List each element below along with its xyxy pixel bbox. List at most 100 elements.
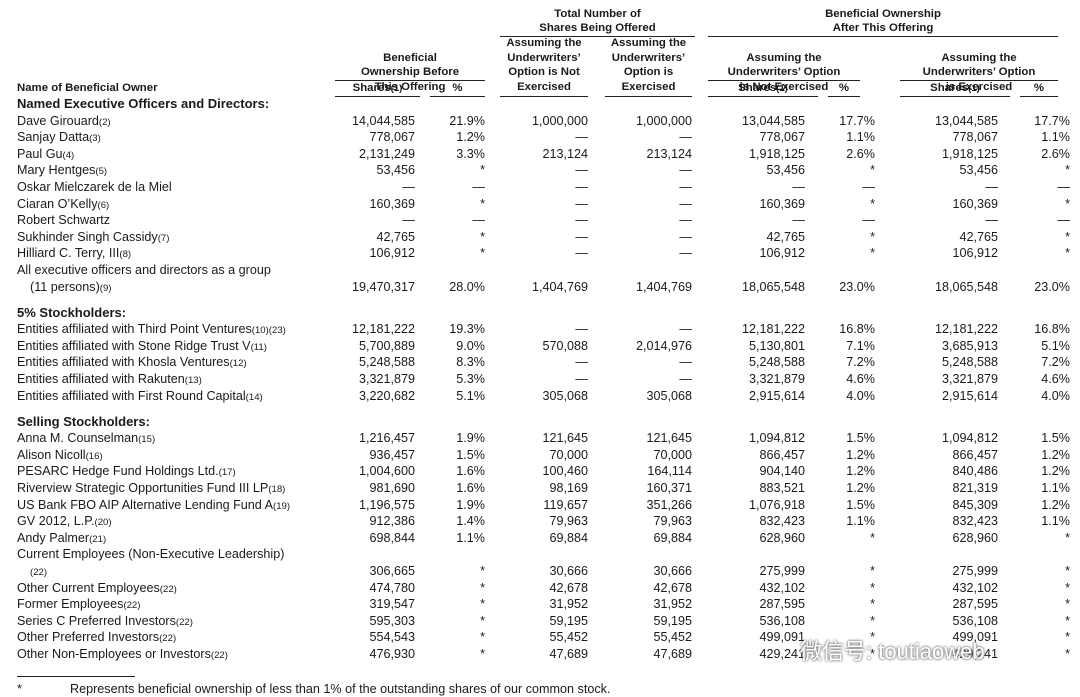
owner-name-text: GV 2012, L.P. xyxy=(17,514,95,529)
cell: * xyxy=(1065,564,1070,578)
group-header-line: Total Number of xyxy=(554,8,641,20)
owner-name-text: Ciaran O’Kelly xyxy=(17,196,98,211)
cell: 845,309 xyxy=(952,497,998,512)
cell: 5,248,588 xyxy=(748,355,805,370)
cell: 912,386 xyxy=(369,514,415,529)
subheader-line: Option is xyxy=(623,66,674,79)
cell: 536,108 xyxy=(759,613,805,628)
owner-name-text: Other Non-Employees or Investors xyxy=(17,647,211,661)
cell: * xyxy=(870,246,875,261)
cell: 16.8% xyxy=(839,322,875,337)
cell: 628,960 xyxy=(759,530,805,545)
owner-name: All executive officers and directors as … xyxy=(17,262,271,278)
subheader-line: Exercised xyxy=(621,80,676,93)
rule xyxy=(828,96,860,97)
cell: * xyxy=(870,630,875,645)
footnote-ref: (22) xyxy=(123,600,141,612)
cell: 866,457 xyxy=(759,447,805,462)
owner-name-text: Hilliard C. Terry, III xyxy=(17,246,120,261)
cell: — xyxy=(575,322,588,337)
cell: 1.9% xyxy=(456,497,485,512)
cell: 474,780 xyxy=(369,580,415,595)
cell: 70,000 xyxy=(653,447,692,462)
cell: 570,088 xyxy=(542,338,588,353)
owner-name: Riverview Strategic Opportunities Fund I… xyxy=(17,480,285,498)
footnote-ref: (22) xyxy=(175,616,193,628)
cell: 13,044,585 xyxy=(741,113,805,128)
cell: 121,645 xyxy=(542,431,588,446)
cell: 69,884 xyxy=(653,530,692,545)
owner-name-text: Entities affiliated with First Round Cap… xyxy=(17,388,246,403)
owner-name-text: Other Current Employees xyxy=(17,580,160,595)
cell: 5.1% xyxy=(456,388,485,403)
cell: 499,091 xyxy=(759,630,805,645)
cell: 429,241 xyxy=(759,647,805,661)
owner-name: Alison Nicoll(16) xyxy=(17,447,103,465)
column-label: % xyxy=(430,81,485,95)
footnote-mark: * xyxy=(17,682,22,696)
cell: 18,065,548 xyxy=(741,279,805,294)
cell: 1.2% xyxy=(1041,464,1070,479)
footnote-ref: (22) xyxy=(159,583,177,595)
cell: — xyxy=(402,180,415,194)
cell: 1.2% xyxy=(1041,447,1070,462)
cell: 5,130,801 xyxy=(748,338,805,353)
cell: 160,369 xyxy=(952,196,998,211)
cell: 778,067 xyxy=(952,130,998,145)
owner-name: Oskar Mielczarek de la Miel xyxy=(17,179,172,195)
owner-name: Ciaran O’Kelly(6) xyxy=(17,196,109,214)
subheader-line: Assuming the xyxy=(506,37,582,50)
cell: 1.6% xyxy=(456,464,485,479)
group-header: Beneficial Ownership After This Offering xyxy=(708,7,1058,36)
cell: 305,068 xyxy=(542,388,588,403)
cell: * xyxy=(480,163,485,178)
section-title: Named Executive Officers and Directors: xyxy=(17,96,270,111)
cell: — xyxy=(679,130,692,145)
footnote-ref: (17) xyxy=(218,467,236,479)
subheader-line: Option is Not xyxy=(508,66,580,79)
footnote-ref: (20) xyxy=(94,517,112,529)
cell: * xyxy=(1065,580,1070,595)
cell: 213,124 xyxy=(646,146,692,161)
cell: 1.1% xyxy=(456,530,485,545)
cell: — xyxy=(575,246,588,261)
column-label: % xyxy=(1020,81,1058,95)
cell: 12,181,222 xyxy=(351,322,415,337)
cell: 4.6% xyxy=(1041,372,1070,386)
owner-name: GV 2012, L.P.(20) xyxy=(17,513,112,531)
owner-name-text: Sukhinder Singh Cassidy xyxy=(17,229,158,244)
owner-name: Mary Hentges(5) xyxy=(17,162,107,180)
cell: 4.0% xyxy=(846,388,875,403)
owner-name: Entities affiliated with Stone Ridge Tru… xyxy=(17,338,267,356)
cell: 883,521 xyxy=(759,481,805,495)
owner-name: Robert Schwartz xyxy=(17,212,110,228)
cell: 1,918,125 xyxy=(748,146,805,161)
cell: 53,456 xyxy=(766,163,805,178)
column-label-text: Shares xyxy=(930,82,969,94)
cell: — xyxy=(575,163,588,178)
cell: 14,044,585 xyxy=(351,113,415,128)
cell: 5,248,588 xyxy=(941,355,998,370)
column-label-text: % xyxy=(452,82,463,94)
section-title: Selling Stockholders: xyxy=(17,413,150,429)
owner-name-text: Paul Gu xyxy=(17,146,63,161)
cell: * xyxy=(1065,246,1070,261)
owner-name-text: Anna M. Counselman xyxy=(17,431,139,446)
cell: — xyxy=(679,196,692,211)
owner-name: Paul Gu(4) xyxy=(17,146,74,164)
cell: 275,999 xyxy=(759,564,805,578)
cell: 17.7% xyxy=(839,113,875,128)
cell: — xyxy=(575,196,588,211)
footnote-ref: (11) xyxy=(250,341,267,353)
cell: 305,068 xyxy=(646,388,692,403)
rule xyxy=(500,96,588,97)
cell: — xyxy=(575,372,588,386)
footnote-ref: (9) xyxy=(99,282,112,294)
rule xyxy=(708,80,860,81)
cell: 3,220,682 xyxy=(358,388,415,403)
cell: 1.5% xyxy=(456,447,485,462)
owner-name: Hilliard C. Terry, III(8) xyxy=(17,245,131,263)
cell: 432,102 xyxy=(759,580,805,595)
subheader: Assuming the Underwriters’ Option is Not E… xyxy=(708,51,860,94)
cell: 3,685,913 xyxy=(941,338,998,353)
